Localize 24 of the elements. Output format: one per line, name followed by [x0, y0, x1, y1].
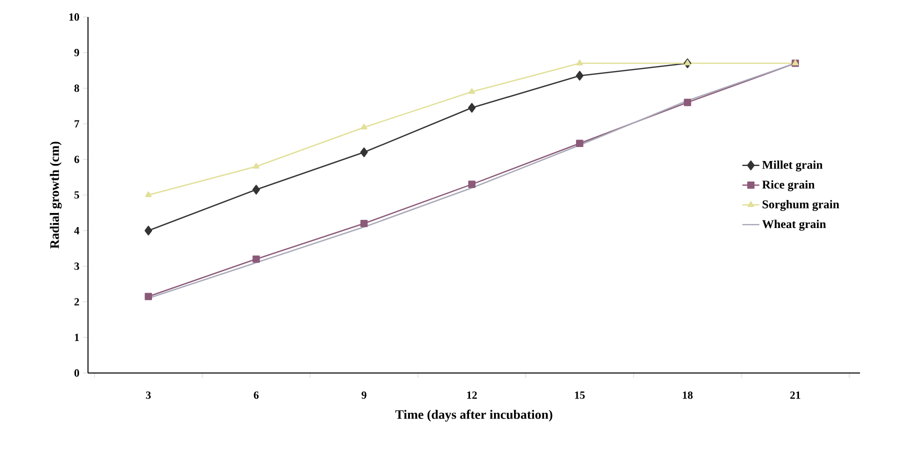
legend-label: Sorghum grain: [762, 200, 840, 211]
legend-label: Rice grain: [762, 180, 815, 192]
y-tick-label: 9: [74, 48, 80, 56]
x-tick-label: 18: [682, 391, 693, 399]
x-tick-label: 21: [790, 391, 800, 399]
y-tick-label: 5: [74, 191, 80, 199]
x-axis-title: Time (days after incubation): [395, 410, 552, 422]
y-tick-label: 7: [74, 120, 80, 128]
y-tick-label: 8: [74, 84, 80, 92]
y-tick-label: 1: [74, 334, 79, 342]
x-tick-label: 9: [362, 391, 366, 399]
x-tick-label: 15: [575, 391, 585, 399]
y-tick-label: 10: [69, 13, 80, 21]
legend-label: Wheat grain: [762, 220, 826, 231]
x-tick-label: 6: [254, 391, 259, 399]
x-tick-label: 3: [146, 391, 151, 399]
x-tick-label: 12: [467, 391, 477, 399]
y-tick-label: 2: [74, 298, 80, 306]
legend-label: Millet grain: [762, 160, 823, 172]
y-tick-label: 3: [74, 262, 80, 270]
y-tick-label: 4: [74, 227, 80, 234]
y-axis-title: Radial growth (cm): [50, 142, 62, 249]
y-tick-label: 6: [74, 156, 80, 164]
y-tick-label: 0: [74, 369, 80, 377]
